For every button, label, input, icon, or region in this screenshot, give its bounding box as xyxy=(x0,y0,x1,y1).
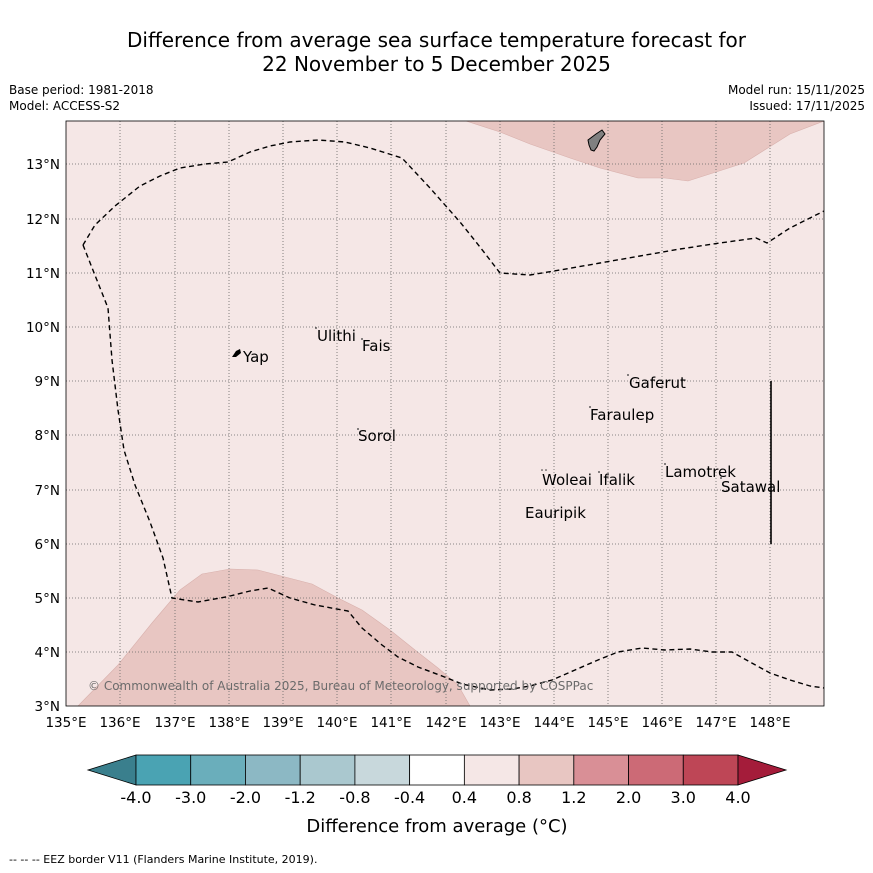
yap-island xyxy=(232,349,241,357)
lon-tick: 137°E xyxy=(154,715,195,731)
base-period: Base period: 1981-2018 xyxy=(9,83,154,97)
model-run: Model run: 15/11/2025 xyxy=(727,83,865,97)
colorbar: -4.0 -3.0 -2.0 -1.2 -0.8 -0.4 0.4 0.8 1.2 2.0 3.0 4… xyxy=(86,754,788,837)
meta-right: Model run: 15/11/2025 Issued: 17/11/2025 xyxy=(728,82,865,114)
colorbar-box xyxy=(463,754,520,786)
title-line-2: 22 November to 5 December 2025 xyxy=(262,52,611,76)
colorbar-box xyxy=(354,754,411,786)
colorbar-tick-labels: -4.0 -3.0 -2.0 -1.2 -0.8 -0.4 0.4 0.8 1.2 2.0 3.0 4… xyxy=(120,788,750,807)
issued-date: Issued: 17/11/2025 xyxy=(749,99,865,113)
lon-tick: 142°E xyxy=(425,715,466,731)
copyright-text: © Commonwealth of Australia 2025, Bureau… xyxy=(88,679,593,693)
lon-tick: 145°E xyxy=(587,715,628,731)
lat-tick: 12°N xyxy=(26,212,60,228)
anomaly-region-south-west xyxy=(77,568,471,706)
lon-tick: 143°E xyxy=(479,715,520,731)
colorbar-tick: 4.0 xyxy=(725,788,750,807)
colorbar-tick: -0.8 xyxy=(339,788,370,807)
lat-tick: 11°N xyxy=(26,266,60,282)
guam-island xyxy=(587,129,606,152)
place-yap: Yap xyxy=(242,348,269,366)
place-gaferut: Gaferut xyxy=(629,374,686,392)
colorbar-box xyxy=(190,754,246,786)
colorbar-tick: 1.2 xyxy=(561,788,586,807)
eez-border xyxy=(82,139,824,276)
colorbar-boxes xyxy=(135,754,739,786)
title-line-1: Difference from average sea surface temp… xyxy=(126,28,746,52)
lat-tick: 5°N xyxy=(35,591,60,607)
island-dots xyxy=(315,327,722,479)
colorbar-label: Difference from average (°C) xyxy=(306,816,567,837)
lon-tick: 140°E xyxy=(316,715,357,731)
colorbar-box xyxy=(573,754,629,786)
place-ulithi: Ulithi xyxy=(317,327,356,345)
colorbar-tick: 0.8 xyxy=(506,788,531,807)
place-satawal: Satawal xyxy=(721,478,780,496)
colorbar-tick: 0.4 xyxy=(452,788,477,807)
colorbar-box xyxy=(299,754,356,786)
colorbar-tick: -1.2 xyxy=(285,788,316,807)
lat-tick: 3°N xyxy=(35,699,60,715)
lat-tick: 8°N xyxy=(35,428,60,444)
colorbar-tick: 3.0 xyxy=(671,788,696,807)
eez-footnote: -- -- -- EEZ border V11 (Flanders Marine… xyxy=(9,853,318,866)
colorbar-min-extension xyxy=(86,754,137,786)
colorbar-tick: -3.0 xyxy=(175,788,206,807)
eez-border-west xyxy=(82,244,824,691)
lat-tick: 7°N xyxy=(35,483,60,499)
anomaly-region-north-east xyxy=(465,121,824,182)
colorbar-tick: 2.0 xyxy=(616,788,641,807)
graticule xyxy=(66,121,824,706)
lon-tick: 138°E xyxy=(208,715,249,731)
lat-tick: 13°N xyxy=(26,157,60,173)
colorbar-box xyxy=(245,754,301,786)
lon-axis: 135°E 136°E 137°E 138°E 139°E 140°E 141°… xyxy=(45,715,790,731)
colorbar-box xyxy=(135,754,192,786)
place-ifalik: Ifalik xyxy=(599,471,635,489)
colorbar-max-extension xyxy=(737,754,788,786)
lat-axis: 3°N 4°N 5°N 6°N 7°N 8°N 9°N 10°N 11°N 12… xyxy=(26,157,60,715)
lat-tick: 4°N xyxy=(35,645,60,661)
place-lamotrek: Lamotrek xyxy=(665,463,736,481)
colorbar-tick: -0.4 xyxy=(394,788,425,807)
map-frame xyxy=(65,120,825,707)
place-faraulep: Faraulep xyxy=(590,406,654,424)
place-labels: Yap Ulithi Fais Gaferut Faraulep Sorol L… xyxy=(242,327,780,522)
place-fais: Fais xyxy=(362,337,391,355)
lon-tick: 141°E xyxy=(370,715,411,731)
colorbar-box xyxy=(518,754,575,786)
lon-tick: 139°E xyxy=(262,715,303,731)
lon-tick: 144°E xyxy=(533,715,574,731)
model-name: Model: ACCESS-S2 xyxy=(9,99,121,113)
lat-tick: 6°N xyxy=(35,537,60,553)
place-eauripik: Eauripik xyxy=(525,504,586,522)
colorbar-box xyxy=(409,754,465,786)
lat-tick: 9°N xyxy=(35,374,60,390)
lon-tick: 148°E xyxy=(749,715,790,731)
colorbar-tick: -2.0 xyxy=(230,788,261,807)
lat-tick: 10°N xyxy=(26,320,60,336)
lon-tick: 147°E xyxy=(695,715,736,731)
chart-title: Difference from average sea surface temp… xyxy=(0,28,873,76)
colorbar-tick: -4.0 xyxy=(120,788,151,807)
place-woleai: Woleai xyxy=(542,471,592,489)
lon-tick: 146°E xyxy=(641,715,682,731)
meta-left: Base period: 1981-2018 Model: ACCESS-S2 xyxy=(9,82,154,114)
lon-tick: 136°E xyxy=(99,715,140,731)
colorbar-box xyxy=(682,754,739,786)
lon-tick: 135°E xyxy=(45,715,86,731)
colorbar-box xyxy=(628,754,684,786)
place-sorol: Sorol xyxy=(358,427,396,445)
